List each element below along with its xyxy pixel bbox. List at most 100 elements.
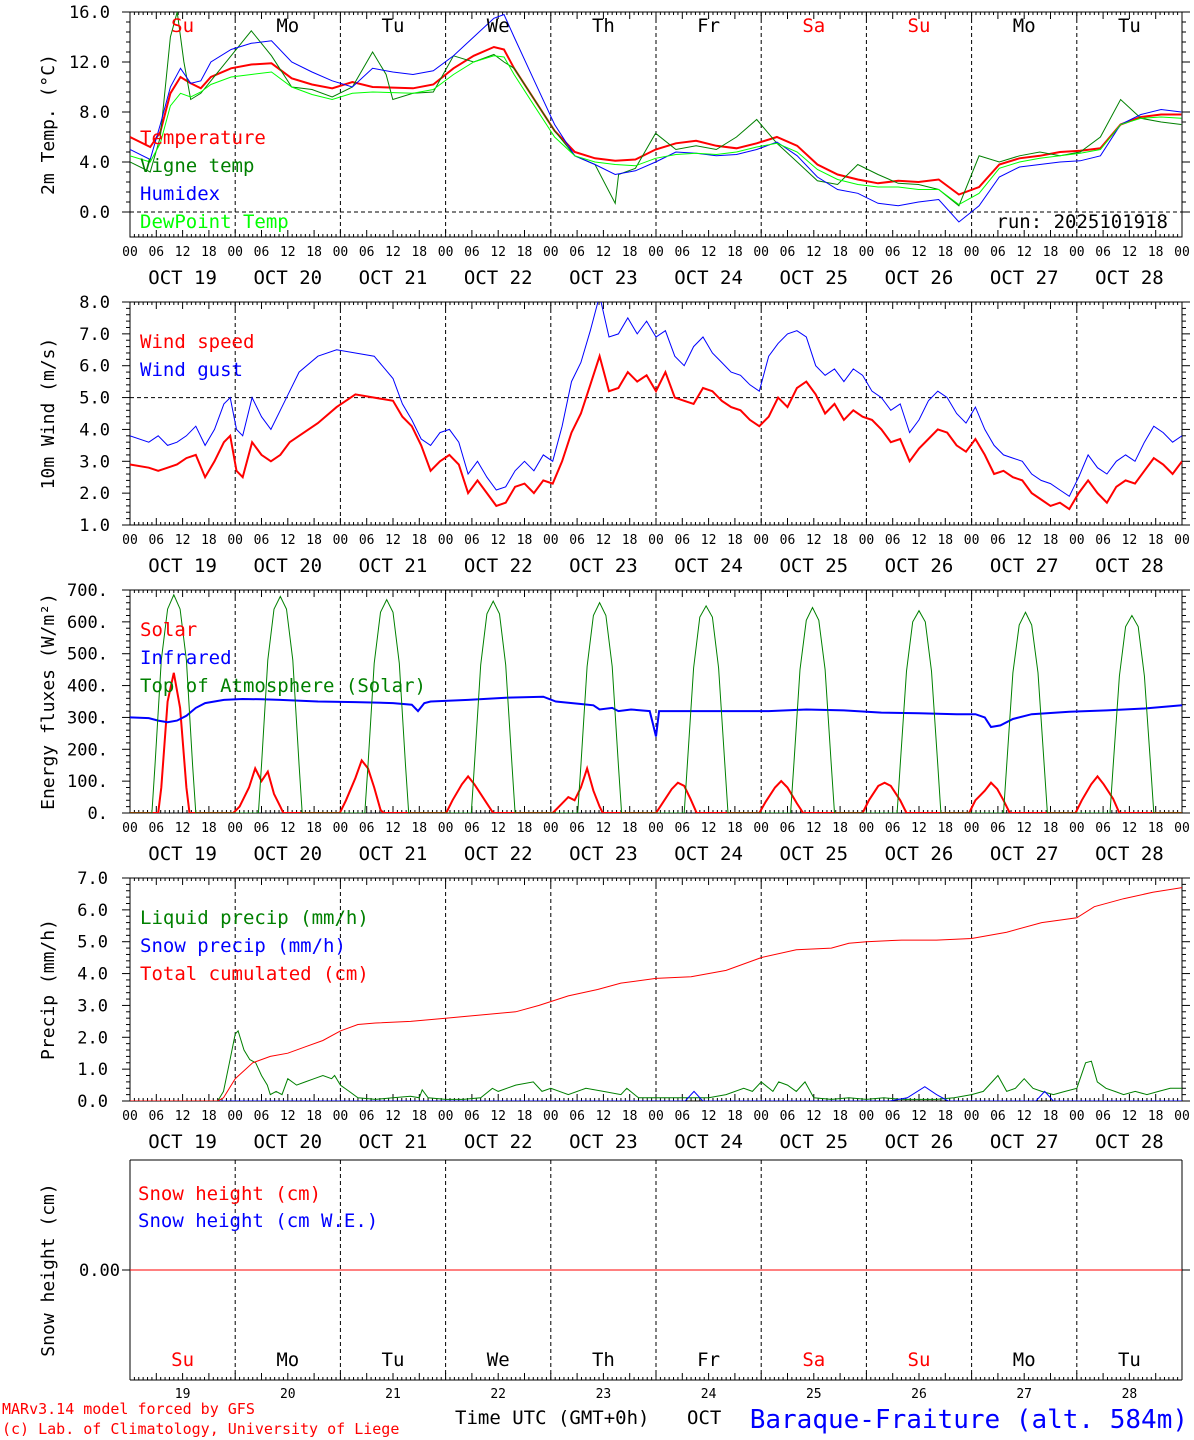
month-label: OCT [687, 1407, 721, 1429]
series-line [130, 13, 1182, 223]
hour-label: 00 [227, 821, 243, 836]
hour-label: 06 [990, 245, 1006, 260]
hour-label: 00 [543, 1109, 559, 1124]
hour-label: 00 [859, 821, 875, 836]
y-tick-label: 0.00 [79, 1261, 120, 1281]
date-label: OCT 22 [464, 555, 533, 577]
hour-label: 00 [438, 1109, 454, 1124]
y-tick-label: 6.0 [77, 901, 108, 921]
hour-label: 18 [1043, 533, 1059, 548]
hour-label: 00 [1174, 533, 1190, 548]
hour-label: 18 [411, 1109, 427, 1124]
hour-label: 12 [911, 245, 927, 260]
hour-label: 18 [832, 533, 848, 548]
legend-entry: Wind speed [140, 331, 254, 353]
hour-label: 18 [937, 821, 953, 836]
hour-label: 00 [122, 533, 138, 548]
hour-label: 06 [464, 1109, 480, 1124]
hour-label: 18 [306, 821, 322, 836]
day-number: 19 [175, 1387, 191, 1402]
hour-label: 12 [701, 533, 717, 548]
date-label: OCT 25 [779, 843, 848, 865]
hour-label: 00 [438, 245, 454, 260]
hour-label: 12 [385, 821, 401, 836]
hour-label: 06 [780, 1109, 796, 1124]
legend-entry: Snow height (cm) [138, 1183, 321, 1205]
date-label: OCT 24 [674, 267, 743, 289]
day-name: Fr [697, 1349, 720, 1371]
hour-label: 18 [201, 533, 217, 548]
hour-label: 18 [306, 245, 322, 260]
day-name: Tu [382, 1349, 405, 1371]
series-line [130, 302, 1182, 498]
day-name: Mo [276, 1349, 299, 1371]
hour-label: 12 [1122, 1109, 1138, 1124]
date-label: OCT 22 [464, 843, 533, 865]
hour-label: 12 [911, 1109, 927, 1124]
hour-label: 18 [411, 533, 427, 548]
hour-label: 06 [780, 821, 796, 836]
hour-label: 12 [280, 821, 296, 836]
series-line [130, 593, 1182, 813]
hour-label: 12 [490, 245, 506, 260]
day-name: Mo [1013, 1349, 1036, 1371]
hour-label: 00 [964, 1109, 980, 1124]
hour-label: 00 [543, 821, 559, 836]
run-label: run: 2025101918 [996, 211, 1168, 233]
hour-label: 06 [990, 1109, 1006, 1124]
date-label: OCT 28 [1095, 843, 1164, 865]
hour-label: 12 [385, 245, 401, 260]
hour-label: 12 [911, 533, 927, 548]
legend-entry: Humidex [140, 183, 220, 205]
series-line [130, 887, 1182, 1101]
legend-entry: Snow precip (mm/h) [140, 935, 346, 957]
y-axis-label: 2m Temp. (°C) [38, 54, 59, 195]
hour-label: 18 [1043, 1109, 1059, 1124]
day-name: Th [592, 15, 615, 37]
hour-label: 06 [1095, 821, 1111, 836]
hour-label: 18 [201, 821, 217, 836]
hour-label: 12 [596, 821, 612, 836]
hour-label: 12 [490, 821, 506, 836]
hour-label: 00 [438, 821, 454, 836]
date-label: OCT 26 [885, 267, 954, 289]
date-label: OCT 26 [885, 555, 954, 577]
station-name: Baraque-Fraiture (alt. 584m) [750, 1405, 1188, 1435]
hour-label: 18 [832, 821, 848, 836]
date-label: OCT 19 [148, 1131, 217, 1153]
hour-label: 00 [333, 533, 349, 548]
hour-label: 12 [280, 1109, 296, 1124]
hour-label: 06 [148, 533, 164, 548]
series-line [130, 1029, 1182, 1101]
hour-label: 00 [859, 245, 875, 260]
hour-label: 18 [517, 245, 533, 260]
panel-1: 16.0 12.0 8.0 4.0 0.0 2m Temp. (°C) Temperatur… [38, 3, 1190, 289]
hour-label: 18 [622, 533, 638, 548]
hour-label: 06 [254, 821, 270, 836]
day-name: Su [908, 1349, 931, 1371]
panel-4: 7.0 6.0 5.0 4.0 3.0 2.0 1.0 0.0 Precip (mm/h) Liq… [38, 869, 1190, 1153]
hour-label: 12 [1122, 245, 1138, 260]
y-tick-label: 4.0 [79, 153, 110, 173]
hour-label: 00 [1174, 245, 1190, 260]
date-label: OCT 20 [253, 843, 322, 865]
hour-label: 18 [517, 821, 533, 836]
y-axis-label: 10m Wind (m/s) [38, 338, 59, 490]
date-label: OCT 27 [990, 1131, 1059, 1153]
day-name: Tu [1118, 15, 1141, 37]
hour-label: 12 [701, 245, 717, 260]
series-line [130, 55, 1182, 206]
day-number: 21 [385, 1387, 401, 1402]
hour-label: 06 [254, 533, 270, 548]
y-tick-label: 0. [88, 804, 108, 824]
hour-label: 00 [648, 821, 664, 836]
day-name: Sa [802, 1349, 825, 1371]
date-label: OCT 25 [779, 555, 848, 577]
hour-label: 06 [464, 821, 480, 836]
hour-label: 06 [674, 245, 690, 260]
y-tick-label: 4.0 [77, 965, 108, 985]
y-tick-label: 100. [67, 772, 108, 792]
hour-label: 06 [254, 1109, 270, 1124]
hour-label: 00 [122, 821, 138, 836]
date-label: OCT 26 [885, 843, 954, 865]
